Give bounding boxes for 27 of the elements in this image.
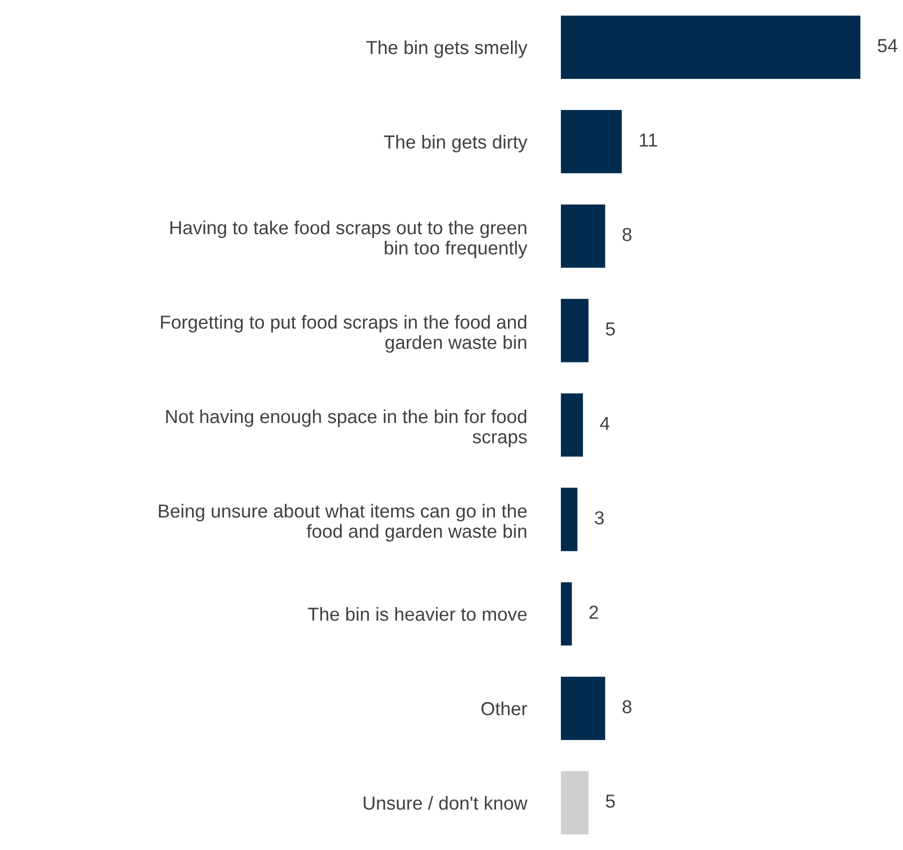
data-label: 5 (606, 322, 615, 336)
bar (560, 582, 572, 646)
y-tick-label: Forgetting to put food scraps in the food and garden waste bin (161, 315, 526, 353)
data-label: 2 (589, 606, 598, 619)
data-label: 4 (600, 416, 610, 430)
y-tick-label: Other (481, 702, 528, 716)
y-tick-label: Having to take food scraps out to the green bin too frequently (170, 220, 528, 258)
bar (560, 393, 583, 457)
bar (560, 110, 622, 174)
bar (560, 488, 578, 552)
y-tick-label: The bin gets smelly (366, 40, 528, 58)
y-tick-label: The bin is heavier to move (308, 607, 527, 621)
data-label: 54 (878, 39, 898, 52)
y-tick-label: Unsure / don't know (364, 796, 528, 810)
y-tick-label: Being unsure about what items can go in the food and garden waste bin (158, 504, 527, 542)
bar (560, 771, 589, 834)
data-label: 5 (606, 794, 615, 808)
y-tick-label: The bin gets dirty (384, 134, 528, 152)
data-label: 3 (594, 511, 604, 524)
data-label: 8 (622, 700, 632, 714)
data-label: 11 (640, 134, 658, 147)
bar (560, 204, 606, 268)
data-label: 8 (622, 228, 632, 242)
bar (560, 16, 860, 79)
bar (560, 676, 606, 740)
y-tick-label: Not having enough space in the bin for food scraps (166, 409, 527, 448)
bar (560, 298, 589, 362)
